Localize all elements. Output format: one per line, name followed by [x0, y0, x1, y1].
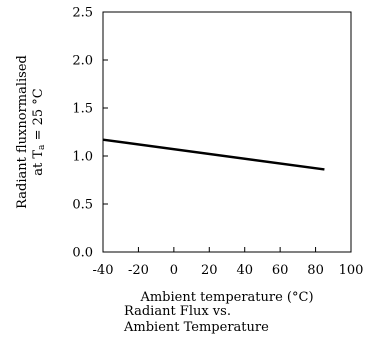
plot-frame: [102, 11, 352, 253]
x-tick-label: 60: [272, 263, 289, 278]
y-axis-ticks: 0.0 0.5 1.0 1.5 2.0 2.5: [72, 6, 108, 261]
x-tick-label: 20: [201, 263, 218, 278]
x-axis-ticks: -40 -20 0 20 40 60 80 100: [93, 247, 364, 278]
x-tick-label: 100: [339, 263, 364, 278]
x-axis-label: Ambient temperature (°C): [139, 290, 313, 305]
y-tick-label: 1.0: [72, 150, 93, 165]
caption-line-2: Ambient Temperature: [124, 320, 269, 335]
caption-line-1: Radiant Flux vs.: [124, 304, 231, 319]
x-tick-label: 0: [170, 263, 178, 278]
x-tick-label: 40: [236, 263, 253, 278]
y-axis-label-line2: at Ta = 25 °C: [31, 88, 47, 175]
y-axis-label-line1: Radiant fluxnormalised: [15, 55, 30, 209]
x-tick-label: -40: [93, 263, 114, 278]
chart-caption: Radiant Flux vs. Ambient Temperature: [124, 304, 269, 336]
y-tick-label: 1.5: [72, 102, 93, 117]
x-tick-label: 80: [307, 263, 324, 278]
series-layer: [102, 138, 325, 171]
y-tick-label: 0.0: [72, 246, 93, 261]
y-axis-label: Radiant fluxnormalised at Ta = 25 °C: [15, 55, 47, 209]
y-tick-label: 0.5: [72, 198, 93, 213]
series-line: [102, 138, 325, 171]
y-tick-label: 2.0: [72, 54, 93, 69]
x-tick-label: -20: [128, 263, 149, 278]
y-tick-label: 2.5: [72, 6, 93, 21]
